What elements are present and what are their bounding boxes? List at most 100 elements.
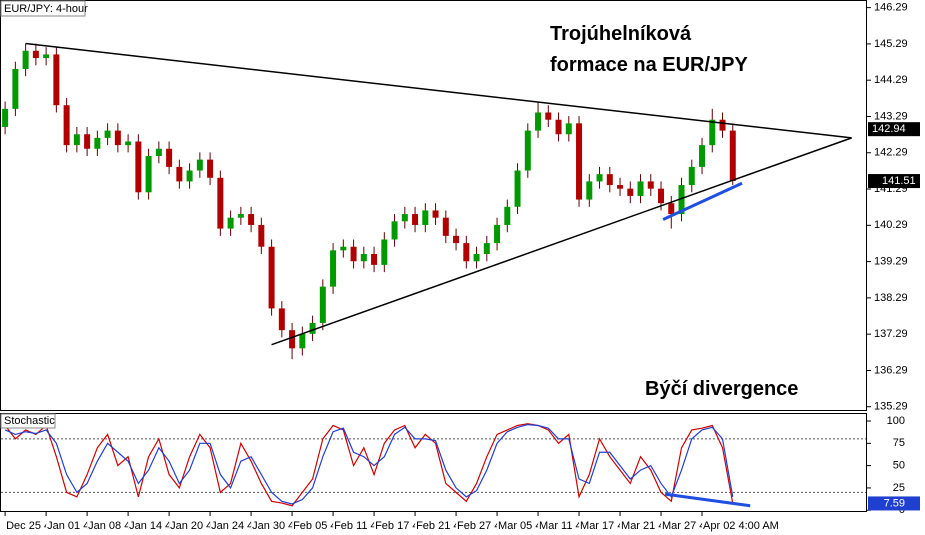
candle-body: [248, 214, 255, 225]
annotation: Býčí divergence: [645, 378, 798, 400]
y-tick-label: 138.29: [874, 292, 908, 304]
candle-body: [350, 246, 357, 262]
candle-body: [524, 130, 531, 171]
y-tick-label: 139.29: [874, 256, 908, 268]
stochastic-title: Stochastic: [4, 415, 55, 427]
x-label-bg: [702, 518, 777, 533]
candle-body: [289, 330, 296, 349]
candle-body: [340, 246, 347, 251]
candle-body: [545, 112, 552, 120]
candle-body: [2, 108, 9, 127]
candle-body: [596, 174, 603, 182]
candle-body: [442, 217, 449, 236]
candle-body: [453, 235, 460, 244]
candle-body: [586, 181, 593, 200]
candle-body: [227, 217, 234, 229]
title-box: [0, 0, 86, 17]
candle-body: [258, 224, 265, 247]
candle-body: [606, 174, 613, 186]
value-marker-label: 7.59: [884, 497, 905, 509]
y-tick-label: 100: [887, 415, 905, 427]
y-tick-label: 50: [893, 460, 905, 472]
candle-body: [688, 166, 695, 186]
candle-body: [637, 181, 644, 196]
y-tick-label: 25: [893, 482, 905, 494]
candle-body: [422, 210, 429, 225]
y-tick-label: 140.29: [874, 219, 908, 231]
x-tick-label: Apr 02 4:00 AM: [703, 520, 779, 532]
candle-body: [360, 253, 367, 262]
candle-body: [535, 112, 542, 131]
candle-body: [463, 243, 470, 262]
candle-body: [43, 54, 50, 59]
annotation: Trojúhelníková: [550, 23, 692, 45]
candle-body: [104, 130, 111, 138]
value-marker: [868, 496, 920, 511]
y-tick-label: 75: [893, 437, 905, 449]
annotation: formace na EUR/JPY: [550, 54, 749, 76]
candle-body: [309, 322, 316, 334]
y-tick-label: 142.29: [874, 147, 908, 159]
candle-body: [699, 145, 706, 167]
candle-body: [268, 246, 275, 309]
candle-body: [504, 206, 511, 225]
y-tick-label: 136.29: [874, 364, 908, 376]
y-tick-label: 135.29: [874, 401, 908, 413]
candle-body: [176, 166, 183, 182]
last-price-marker: [868, 174, 920, 189]
candle-body: [63, 105, 70, 146]
candle-body: [22, 50, 29, 69]
candle-body: [12, 68, 19, 109]
candle-body: [237, 214, 244, 218]
candle-body: [555, 119, 562, 135]
candle-body: [565, 123, 572, 135]
y-tick-label: 146.29: [874, 2, 908, 14]
candle-body: [576, 123, 583, 200]
candle-body: [473, 253, 480, 262]
y-tick-label: 144.29: [874, 74, 908, 86]
candle-body: [432, 210, 439, 218]
candle-body: [299, 333, 306, 349]
candle-body: [401, 214, 408, 222]
candle-body: [678, 185, 685, 215]
candle-body: [483, 243, 490, 254]
trendline: [25, 42, 852, 139]
candle-body: [391, 221, 398, 240]
stochastic-panel: [0, 413, 867, 512]
candle-body: [186, 170, 193, 182]
trendline: [662, 181, 743, 221]
candle-body: [166, 148, 173, 167]
candle-body: [207, 159, 214, 178]
candle-body: [494, 224, 501, 244]
candle-body: [330, 250, 337, 287]
candle-body: [114, 130, 121, 146]
candle-body: [729, 130, 736, 182]
candle-body: [719, 119, 726, 131]
price-marker-label: 142.94: [872, 123, 906, 135]
last-price-label: 141.51: [882, 175, 916, 187]
candle-body: [32, 50, 39, 59]
price-panel: [0, 0, 867, 411]
candle-body: [514, 170, 521, 207]
candle-body: [155, 148, 162, 157]
y-tick-label: 137.29: [874, 328, 908, 340]
candle-body: [381, 239, 388, 265]
price-marker: [868, 122, 920, 137]
candle-body: [73, 134, 80, 146]
candle-body: [217, 177, 224, 229]
stochastic-line: [4, 423, 734, 505]
candle-body: [125, 141, 132, 146]
candle-body: [647, 181, 654, 189]
y-tick-label: 145.29: [874, 38, 908, 50]
stochastic-title-box: [0, 413, 56, 429]
candle-body: [412, 214, 419, 225]
candle-body: [84, 134, 91, 149]
candle-body: [658, 188, 665, 204]
chart-title: EUR/JPY: 4-hour: [4, 3, 88, 15]
candle-body: [627, 188, 634, 196]
candle-body: [196, 159, 203, 171]
candle-body: [135, 141, 142, 193]
